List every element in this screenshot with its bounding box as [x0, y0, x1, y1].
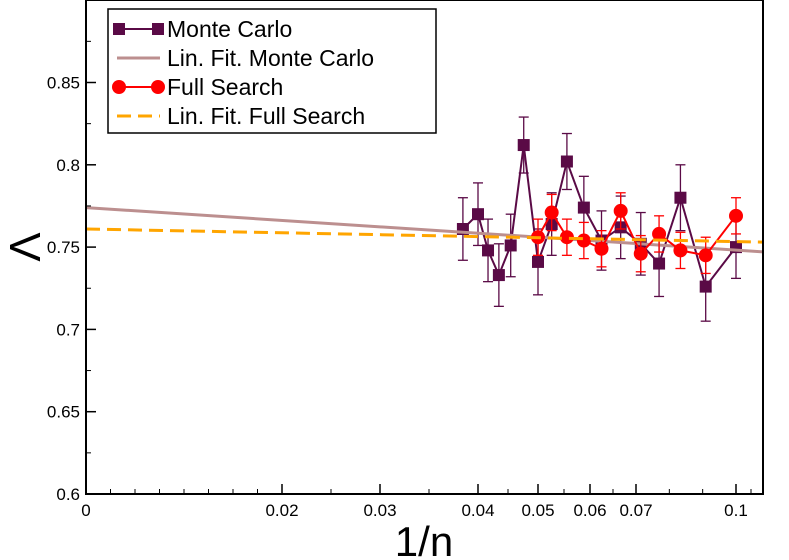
series-layer — [86, 116, 763, 322]
full-search-point — [673, 243, 688, 258]
legend-marker — [151, 80, 165, 94]
x-axis-title: 1/n — [395, 518, 453, 560]
x-tick-label: 0.07 — [619, 501, 652, 520]
x-tick-label: 0.06 — [573, 501, 606, 520]
tick-layer: 0.6 0.65 0.7 0.75 0.8 0.85 0 0.02 0.03 0.04 0.05 0.… — [47, 40, 752, 520]
full-search-point — [613, 203, 628, 218]
y-tick-label: 0.75 — [47, 238, 80, 257]
lin-fit-full-search-line — [86, 227, 763, 244]
x-tick-label: 0.04 — [461, 501, 494, 520]
y-tick-label: 0.6 — [56, 485, 80, 504]
monte-carlo-point — [472, 208, 484, 221]
y-tick-label: 0.85 — [47, 74, 80, 93]
y-tick-label: 0.8 — [56, 156, 80, 175]
y-tick-label: 0.7 — [56, 320, 80, 339]
legend-label: Lin. Fit. Monte Carlo — [167, 45, 374, 71]
x-tick-label: 0 — [81, 501, 90, 520]
full-search-point — [652, 226, 667, 241]
monte-carlo-point — [560, 155, 573, 168]
full-search-point — [544, 205, 559, 220]
legend: Monte Carlo Lin. Fit. Monte Carlo Full Sea… — [107, 8, 437, 134]
legend-marker — [113, 23, 125, 35]
monte-carlo-point — [653, 257, 666, 270]
full-search-point — [633, 246, 648, 261]
x-tick-label: 0.05 — [521, 501, 554, 520]
full-search-point — [729, 208, 743, 223]
y-tick-label: 0.65 — [47, 403, 80, 422]
monte-carlo-point — [699, 280, 712, 293]
legend-label: Monte Carlo — [167, 16, 292, 42]
monte-carlo-point — [577, 201, 590, 214]
y-axis-title: Λ — [1, 232, 50, 262]
full-search-point — [576, 233, 591, 248]
monte-carlo-point — [492, 269, 505, 282]
x-tick-label: 0.02 — [265, 501, 298, 520]
monte-carlo-point — [517, 139, 530, 152]
full-search-point — [698, 248, 713, 263]
x-tick-label: 0.03 — [363, 501, 396, 520]
monte-carlo-line — [462, 144, 737, 289]
legend-marker — [152, 23, 164, 35]
full-search-point — [594, 241, 609, 256]
legend-label: Lin. Fit. Full Search — [167, 103, 365, 129]
monte-carlo-point — [532, 255, 544, 268]
lin-fit-monte-carlo-line — [86, 206, 763, 254]
monte-carlo-point — [674, 191, 687, 204]
monte-carlo-point — [504, 239, 517, 252]
legend-label: Full Search — [167, 74, 283, 100]
monte-carlo-point — [482, 244, 495, 257]
legend-marker — [112, 80, 126, 94]
x-tick-label: 0.1 — [724, 501, 748, 520]
full-search-point — [559, 230, 574, 245]
